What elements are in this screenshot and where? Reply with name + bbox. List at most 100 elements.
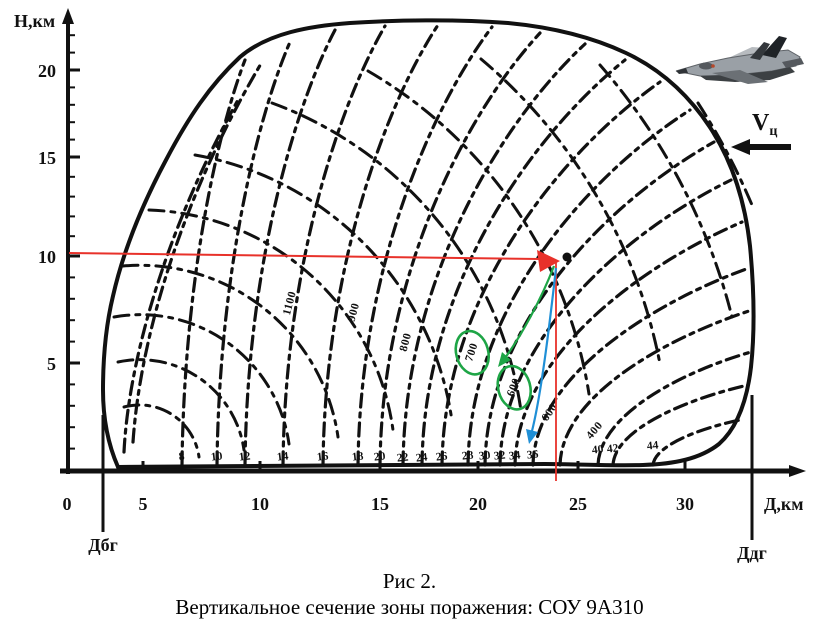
figure-caption: Рис 2. Вертикальное сечение зоны поражен… <box>0 568 819 620</box>
time-mark-label: 36 <box>526 448 539 461</box>
blue-arrow-line <box>530 267 558 432</box>
x-axis-arrow-icon <box>789 465 806 477</box>
time-mark-label: 28 <box>461 449 474 462</box>
isoline <box>611 383 750 467</box>
aircraft-stabilizer <box>782 58 804 68</box>
engagement-zone-plot: Н,км Д,км 20 15 10 5 0 5 10 15 20 25 30 Дбг Ддг <box>14 8 806 563</box>
time-arc <box>479 57 662 366</box>
time-arc <box>121 263 340 439</box>
x-tick-label: 15 <box>371 494 389 514</box>
isoline <box>215 40 292 467</box>
isoline <box>466 108 692 467</box>
intercept-point <box>562 252 572 262</box>
time-mark-label: 22 <box>396 451 409 464</box>
time-mark-label: 34 <box>508 449 521 462</box>
isoline <box>180 58 247 467</box>
isoline <box>531 266 751 467</box>
altitude-line <box>68 252 541 260</box>
green-arrow-line <box>504 265 556 359</box>
isoline <box>401 42 587 467</box>
time-arc <box>116 358 246 452</box>
time-mark-label: 12 <box>238 450 251 463</box>
y-axis-arrow-icon <box>62 8 74 24</box>
y-tick-label: 5 <box>47 354 56 374</box>
axes: Н,км Д,км 20 15 10 5 0 5 10 15 20 25 30 <box>14 8 806 514</box>
target-aircraft <box>675 36 804 84</box>
highlight-circle <box>496 364 532 411</box>
time-mark-label: 10 <box>210 450 223 463</box>
isoline <box>122 98 240 454</box>
aircraft-tail-fin-2 <box>750 42 770 60</box>
time-arc <box>598 63 734 319</box>
x-tick-label: 30 <box>676 494 694 514</box>
time-mark-label: 30 <box>478 449 491 462</box>
engagement-annotation-red <box>68 250 572 481</box>
speed-isolines <box>122 23 754 467</box>
time-arc <box>147 208 395 432</box>
caption-title: Рис 2. <box>382 569 437 593</box>
isoline <box>131 60 264 444</box>
y-axis-label: Н,км <box>14 11 55 31</box>
time-mark-label: 24 <box>415 451 428 464</box>
aircraft-tail-fin <box>762 36 787 58</box>
blue-arrowhead-icon <box>526 429 538 444</box>
speed-isoline-label: 800 <box>398 332 414 353</box>
near-boundary-label: Дбг <box>88 535 118 555</box>
caption-subtitle: Вертикальное сечение зоны поражения: СОУ… <box>175 595 644 619</box>
time-mark-labels: 8 10 12 14 16 18 20 22 24 26 28 30 32 34 36 40 42 44 <box>178 439 659 464</box>
isoline <box>281 24 387 467</box>
isoline <box>596 350 753 467</box>
isoline <box>356 25 494 467</box>
time-mark-label: 14 <box>276 450 289 463</box>
annotation-blue <box>526 267 558 444</box>
time-mark-label: 20 <box>373 450 386 463</box>
time-arcs <box>112 57 754 459</box>
x-axis-label: Д,км <box>764 494 804 514</box>
x-tick-label: 5 <box>139 494 148 514</box>
isoline <box>378 31 542 467</box>
green-arrowhead-icon <box>498 352 511 367</box>
time-arc <box>193 153 454 423</box>
isoline <box>420 58 627 467</box>
aircraft-nose <box>676 68 688 74</box>
time-arc <box>112 313 291 446</box>
altitude-arrowhead-icon <box>537 250 560 272</box>
speed-isoline-label: 900 <box>346 302 362 323</box>
isoline <box>498 178 733 467</box>
time-mark-label: 16 <box>316 450 329 463</box>
far-boundary-label: Ддг <box>737 543 767 563</box>
target-velocity: Vц <box>731 110 791 155</box>
x-tick-label: 20 <box>469 494 487 514</box>
time-mark-label: 40 <box>591 443 604 456</box>
isoline <box>651 418 742 467</box>
speed-isoline-label: 600 <box>540 401 561 423</box>
y-axis-ticks: 20 15 10 5 <box>38 34 80 450</box>
isoline <box>321 23 440 467</box>
annotation-green <box>498 265 556 367</box>
time-mark-label: 44 <box>646 439 659 452</box>
time-mark-label: 42 <box>606 442 619 455</box>
time-mark-label: 8 <box>178 451 185 464</box>
time-arc <box>696 101 754 207</box>
aircraft-canopy <box>699 62 713 70</box>
time-arc <box>122 403 201 459</box>
velocity-label: Vц <box>752 110 777 139</box>
y-tick-label: 15 <box>38 148 56 168</box>
time-arc <box>366 69 591 396</box>
time-mark-label: 26 <box>435 450 448 463</box>
time-mark-label: 18 <box>351 450 364 463</box>
highlight-circle <box>454 329 490 376</box>
isoline <box>558 308 754 467</box>
x-tick-label: 10 <box>251 494 269 514</box>
speed-isoline-label: 400 <box>584 420 605 442</box>
aircraft-near-wing <box>712 70 768 84</box>
speed-isoline-label: 700 <box>463 342 480 364</box>
zone-boundary <box>100 18 756 469</box>
isoline <box>483 140 716 467</box>
velocity-arrowhead-icon <box>731 139 750 155</box>
time-mark-label: 32 <box>493 449 506 462</box>
x-tick-label: 25 <box>569 494 587 514</box>
aircraft-marking <box>711 64 715 68</box>
y-tick-label: 10 <box>38 247 56 267</box>
